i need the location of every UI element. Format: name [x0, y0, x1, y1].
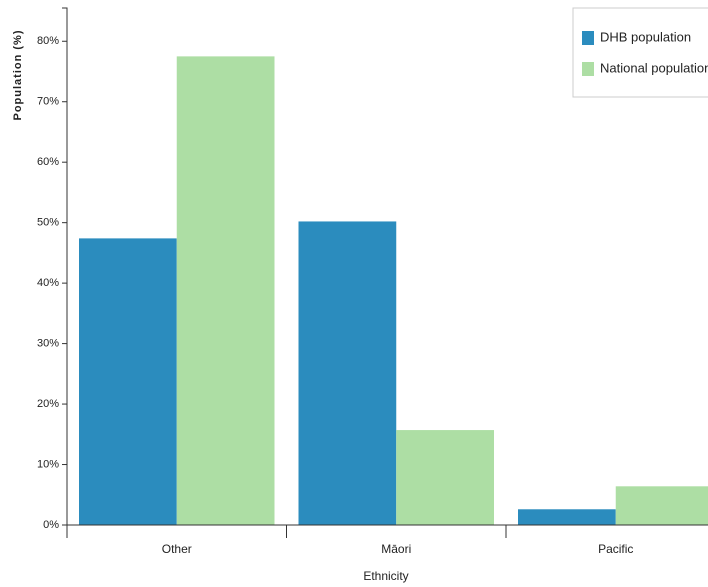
- legend-swatch: [582, 31, 594, 45]
- y-tick-label: 70%: [37, 96, 59, 108]
- bar: [176, 56, 275, 525]
- y-tick-label: 80%: [37, 35, 59, 47]
- x-axis-title: Ethnicity: [363, 569, 408, 583]
- x-tick-label: Pacific: [598, 542, 633, 556]
- bar: [396, 430, 494, 525]
- bar: [615, 486, 708, 525]
- y-tick-label: 40%: [37, 277, 59, 289]
- legend-label: DHB population: [600, 29, 691, 44]
- y-tick-label: 0%: [43, 519, 59, 531]
- legend-box: [572, 7, 708, 98]
- x-tick-label: Māori: [381, 542, 411, 556]
- y-tick-label: 20%: [37, 398, 59, 410]
- y-axis-title: Population (%): [12, 30, 24, 121]
- bar: [518, 509, 616, 525]
- legend-swatch: [582, 62, 594, 76]
- bar: [79, 238, 177, 526]
- x-tick-label: Other: [162, 542, 192, 556]
- y-tick-label: 60%: [37, 156, 59, 168]
- y-tick-label: 30%: [37, 338, 59, 350]
- y-tick-label: 50%: [37, 217, 59, 229]
- bar: [298, 221, 397, 525]
- y-axis: [62, 7, 68, 526]
- legend-label: National population: [600, 60, 708, 75]
- y-tick-label: 10%: [37, 458, 59, 470]
